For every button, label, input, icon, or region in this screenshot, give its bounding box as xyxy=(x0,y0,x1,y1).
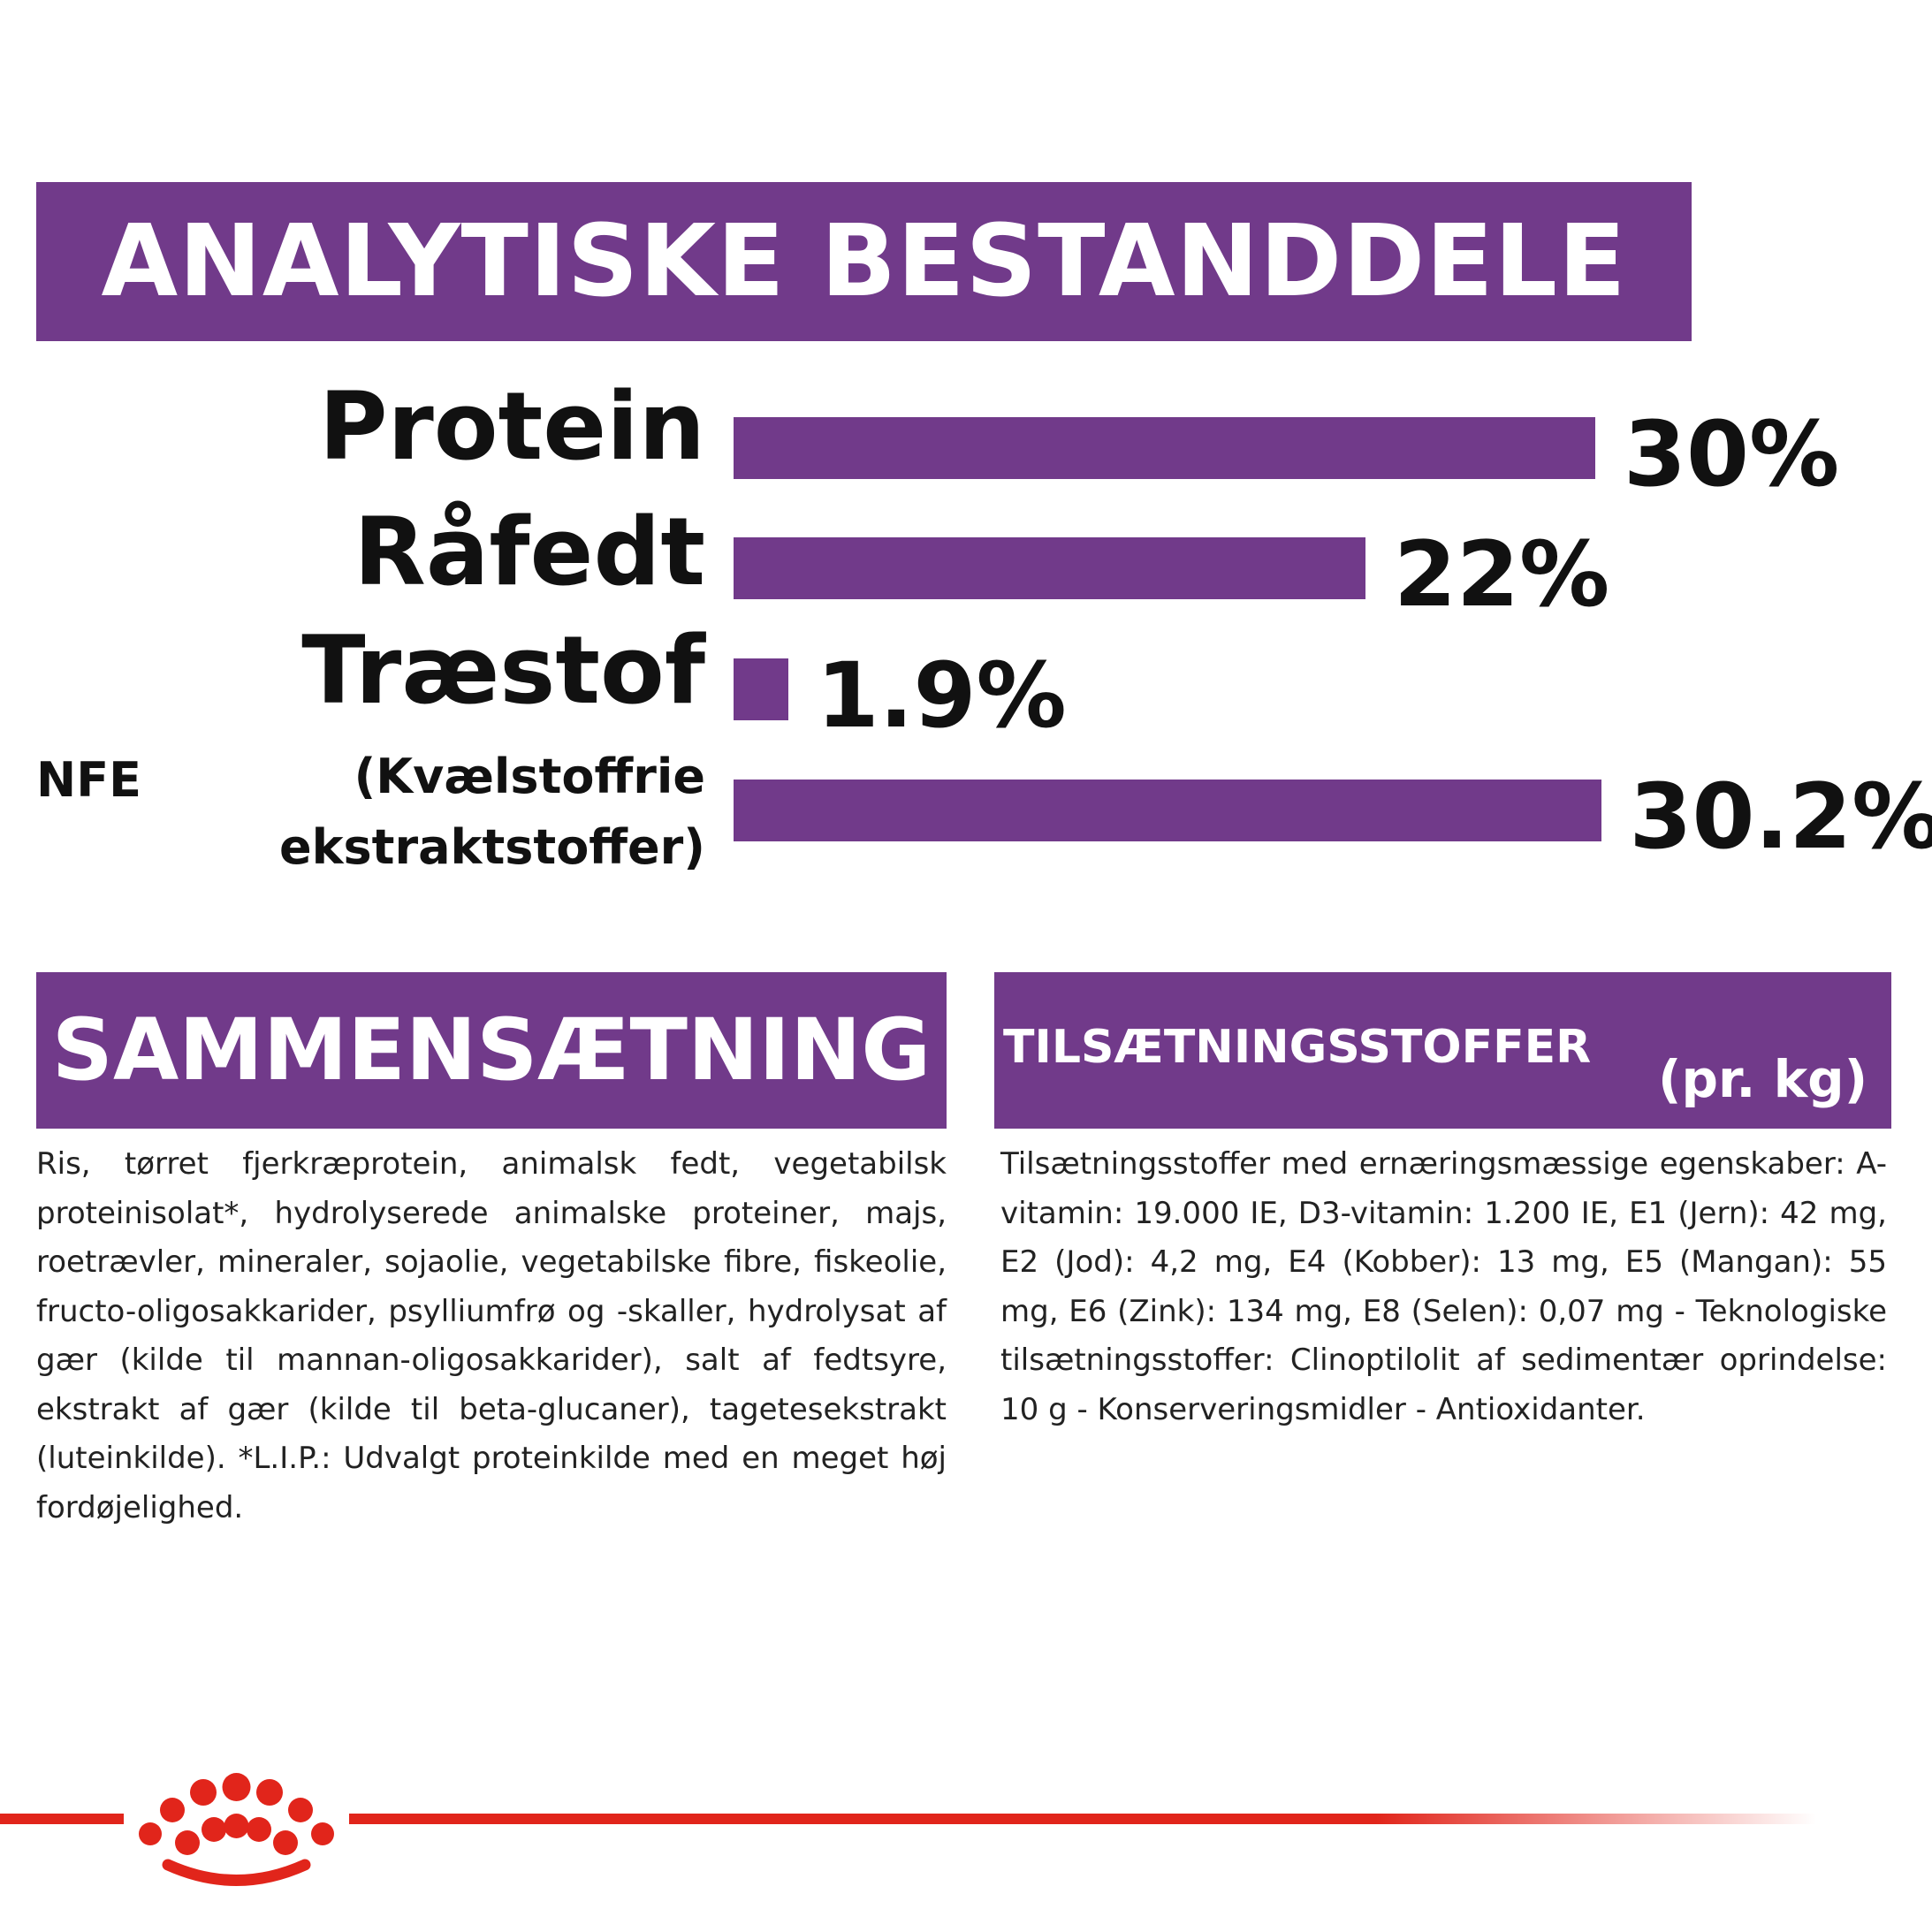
bar-raafedt xyxy=(734,537,1365,599)
value-label-nfe: 30.2% xyxy=(1629,764,1932,870)
page-title: ANALYTISKE BESTANDDELE xyxy=(101,204,1627,319)
composition-header-band xyxy=(36,972,947,1129)
value-label-protein: 30% xyxy=(1624,402,1840,507)
additives-title: TILSÆTNINGSSTOFFER xyxy=(1003,1021,1592,1074)
composition-title: SAMMENSÆTNING xyxy=(51,1000,932,1099)
category-label-traestof: Træstof xyxy=(301,616,705,725)
category-label-raafedt: Råfedt xyxy=(354,498,705,606)
additives-subtitle: (pr. kg) xyxy=(1658,1049,1868,1109)
category-label-nfe-line2: ekstraktstoffer) xyxy=(278,819,705,875)
category-label-nfe-line1: (Kvælstoffrie xyxy=(354,749,705,804)
value-label-raafedt: 22% xyxy=(1394,522,1610,628)
composition-text: Ris, tørret fjerkræprotein, animalsk fed… xyxy=(36,1146,947,1525)
royal-canin-crown-icon xyxy=(139,1773,334,1886)
category-label-protein: Protein xyxy=(318,372,705,481)
nutrient-bar-chart: Protein Råfedt Træstof NFE (Kvælstoffrie… xyxy=(0,0,1932,893)
value-label-traestof: 1.9% xyxy=(816,643,1067,749)
brand-line-left xyxy=(0,1814,124,1824)
bar-traestof xyxy=(734,658,788,720)
bar-protein xyxy=(734,417,1595,479)
additives-header-band xyxy=(994,972,1891,1129)
brand-line-right xyxy=(349,1814,1816,1824)
bar-nfe xyxy=(734,780,1601,841)
header-band xyxy=(36,182,1692,341)
category-label-nfe-short: NFE xyxy=(36,752,141,808)
additives-text: Tilsætningsstoffer med ernæringsmæssige … xyxy=(1000,1146,1887,1427)
